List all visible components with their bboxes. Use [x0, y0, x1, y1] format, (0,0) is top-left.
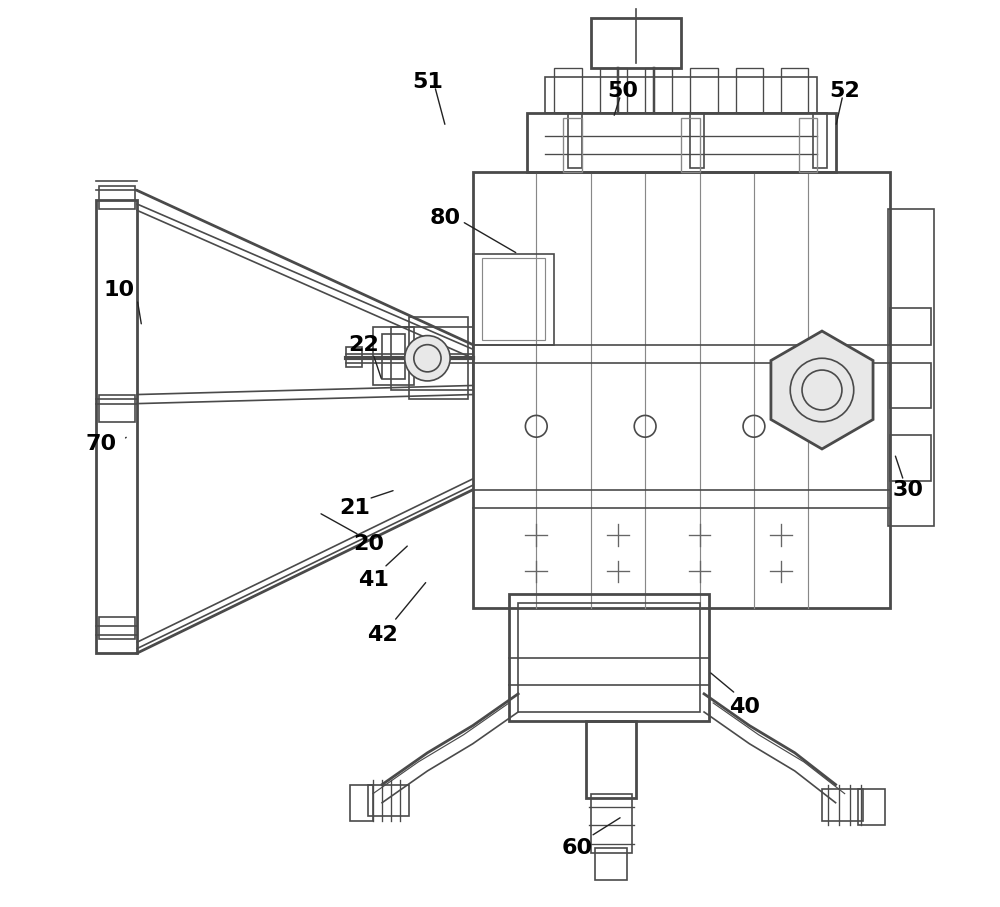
Text: 42: 42: [367, 625, 397, 645]
Text: 60: 60: [562, 838, 593, 858]
Bar: [346, 347, 362, 367]
Bar: [568, 113, 582, 168]
Bar: [595, 848, 627, 880]
Bar: [591, 794, 632, 853]
Text: 52: 52: [829, 81, 860, 101]
Bar: [527, 113, 836, 172]
Bar: [509, 594, 709, 721]
Bar: [813, 113, 827, 168]
Bar: [799, 118, 817, 172]
Text: 22: 22: [349, 335, 379, 355]
Bar: [96, 200, 137, 653]
Text: 41: 41: [358, 571, 388, 590]
Text: 10: 10: [103, 280, 135, 300]
Bar: [368, 785, 409, 816]
Bar: [858, 789, 885, 825]
Bar: [373, 327, 414, 385]
Text: 80: 80: [430, 208, 461, 228]
Bar: [473, 254, 554, 345]
Text: 40: 40: [729, 697, 760, 717]
Bar: [473, 172, 890, 608]
Bar: [600, 68, 627, 113]
Text: 20: 20: [353, 534, 384, 554]
Bar: [482, 258, 545, 340]
Bar: [690, 68, 718, 113]
Bar: [890, 363, 931, 408]
Bar: [736, 68, 763, 113]
Bar: [890, 435, 931, 481]
Bar: [350, 785, 373, 821]
Bar: [890, 308, 931, 345]
Bar: [681, 118, 700, 172]
Bar: [99, 186, 135, 209]
Text: 21: 21: [339, 498, 370, 518]
Bar: [382, 334, 405, 379]
Text: 70: 70: [85, 434, 116, 454]
Bar: [545, 77, 817, 113]
Text: 51: 51: [412, 72, 443, 92]
Bar: [409, 317, 468, 399]
Polygon shape: [771, 331, 873, 449]
Bar: [591, 18, 681, 68]
Circle shape: [405, 336, 450, 381]
Bar: [99, 617, 135, 639]
Bar: [518, 603, 700, 712]
Text: 50: 50: [607, 81, 638, 101]
Bar: [645, 68, 672, 113]
Bar: [99, 395, 135, 422]
Bar: [888, 209, 934, 526]
Bar: [822, 789, 863, 821]
Text: 30: 30: [893, 480, 924, 500]
Bar: [690, 113, 704, 168]
Bar: [563, 118, 582, 172]
Bar: [554, 68, 582, 113]
Bar: [391, 327, 473, 390]
Bar: [781, 68, 808, 113]
Bar: [586, 721, 636, 798]
